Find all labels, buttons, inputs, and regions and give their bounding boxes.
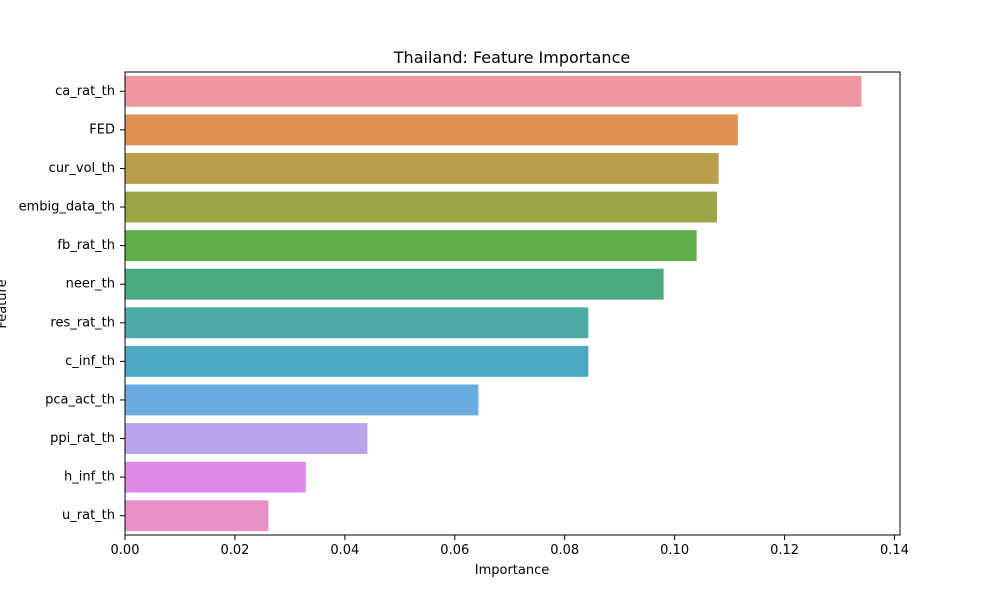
x-axis-label: Importance bbox=[475, 563, 550, 578]
y-tick-label: u_rat_th bbox=[62, 508, 115, 523]
bar-cur_vol_th bbox=[125, 153, 719, 184]
y-tick-label: FED bbox=[89, 122, 115, 137]
y-tick-label: c_inf_th bbox=[65, 354, 115, 369]
bar-res_rat_th bbox=[125, 307, 589, 339]
bar-fb_rat_th bbox=[125, 230, 697, 262]
x-tick-label: 0.04 bbox=[330, 543, 359, 558]
plot-frame bbox=[124, 71, 901, 536]
y-tick-label: neer_th bbox=[66, 277, 115, 292]
bars-layer bbox=[125, 75, 862, 532]
bar-neer_th bbox=[125, 268, 664, 300]
y-tick-label: fb_rat_th bbox=[57, 238, 115, 253]
x-tick-label: 0.14 bbox=[880, 543, 909, 558]
x-tick-label: 0.06 bbox=[440, 543, 469, 558]
bar-h_inf_th bbox=[125, 461, 306, 493]
bar-FED bbox=[125, 114, 738, 146]
x-tick-label: 0.12 bbox=[770, 543, 799, 558]
y-tick-label: ca_rat_th bbox=[55, 84, 115, 99]
y-tick-label: embig_data_th bbox=[19, 200, 115, 215]
y-ticks-layer: ca_rat_th FED cur_vol_th embig_data_th fb_ra… bbox=[19, 84, 125, 523]
chart-title: Thailand: Feature Importance bbox=[393, 48, 630, 67]
y-tick-label: cur_vol_th bbox=[49, 161, 115, 176]
bar-ppi_rat_th bbox=[125, 423, 368, 454]
x-tick-label: 0.00 bbox=[111, 543, 140, 558]
y-tick-label: res_rat_th bbox=[50, 315, 115, 330]
x-ticks-layer: 0.00 0.02 0.04 0.06 0.08 0.10 0.12 0.14 bbox=[111, 535, 909, 558]
x-tick-label: 0.02 bbox=[220, 543, 249, 558]
x-tick-label: 0.10 bbox=[660, 543, 689, 558]
x-tick-label: 0.08 bbox=[550, 543, 579, 558]
bar-embig_data_th bbox=[125, 191, 717, 223]
y-tick-label: ppi_rat_th bbox=[50, 431, 115, 446]
bar-c_inf_th bbox=[125, 345, 589, 377]
bar-ca_rat_th bbox=[125, 75, 862, 107]
y-tick-label: h_inf_th bbox=[64, 470, 115, 485]
bar-pca_act_th bbox=[125, 384, 479, 416]
y-axis-label: Feature bbox=[0, 279, 10, 328]
y-tick-label: pca_act_th bbox=[45, 392, 115, 407]
bar-u_rat_th bbox=[125, 500, 269, 532]
